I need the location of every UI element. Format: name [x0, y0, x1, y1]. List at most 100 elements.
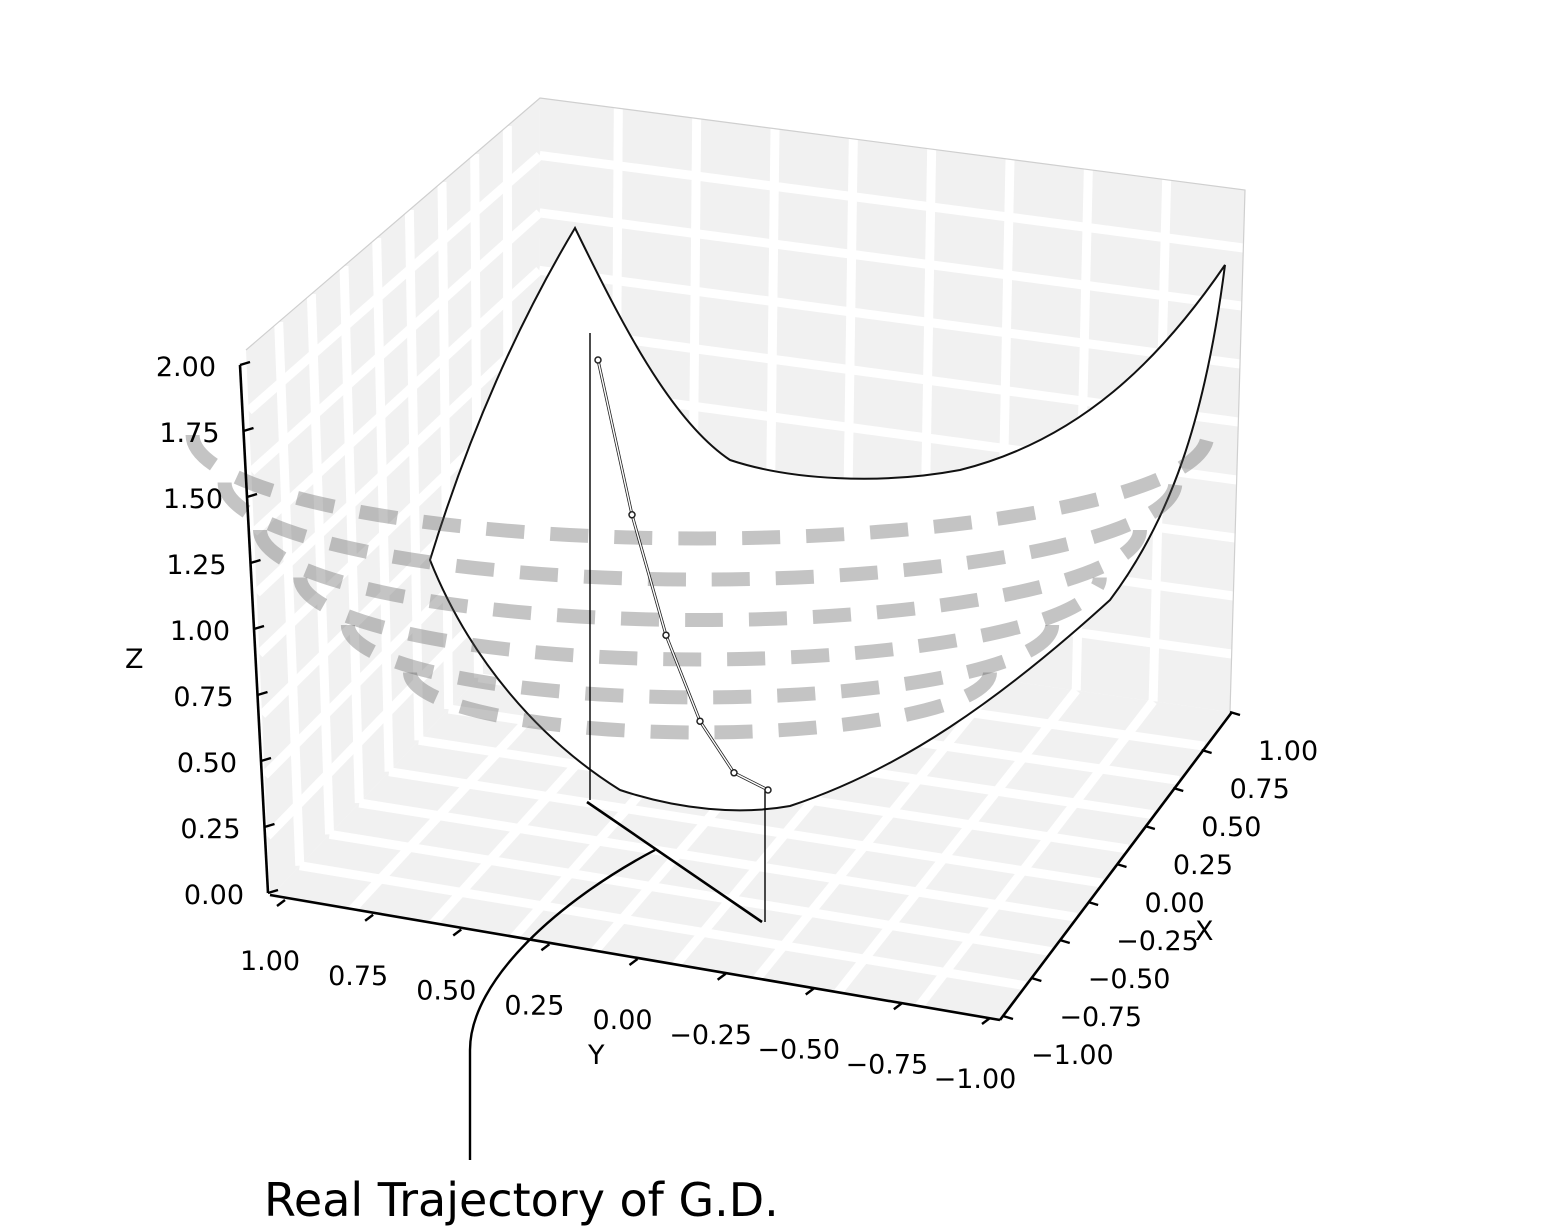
annotation-label: Real Trajectory of G.D.	[264, 1173, 779, 1227]
bowl-surface	[185, 225, 1226, 812]
y-tick-label: 0.25	[504, 990, 564, 1021]
surface-contour-band	[185, 434, 1215, 546]
grid-line	[274, 321, 305, 866]
y-axis-title: Y	[587, 1040, 605, 1071]
z-tick-label: 1.75	[159, 418, 219, 449]
trajectory-point	[696, 717, 704, 725]
y-tick	[628, 958, 639, 966]
y-tick-label: 0.00	[592, 1005, 652, 1036]
grid-line	[253, 324, 543, 597]
z-tick	[253, 624, 265, 631]
y-tick	[981, 1017, 991, 1025]
z-tick-label: 1.50	[163, 484, 223, 515]
x-tick	[1116, 862, 1127, 869]
surface-contour-band	[217, 482, 1183, 587]
x-tick	[1059, 938, 1071, 945]
x-tick	[1172, 786, 1184, 793]
surface-shading	[185, 434, 1215, 740]
grid-line	[404, 209, 424, 741]
y-tick	[540, 943, 551, 952]
y-tick	[716, 972, 727, 981]
z-tick-label: 2.00	[156, 352, 216, 383]
pane-edges	[245, 97, 1246, 713]
y-axis-line	[269, 893, 1001, 1022]
grid-line	[299, 861, 1027, 991]
x-tick-label: 0.25	[1173, 850, 1233, 881]
z-tick	[257, 690, 268, 697]
z-tick	[264, 822, 275, 829]
x-axis-line	[998, 711, 1234, 1021]
z-tick-label: 1.25	[166, 550, 226, 581]
x-tick	[1087, 900, 1099, 907]
z-tick-label: 0.75	[173, 682, 233, 713]
y-tick	[805, 987, 815, 996]
annotation-leader	[468, 848, 656, 1160]
y-tick-label: 1.00	[240, 946, 300, 977]
grid-line	[538, 265, 1241, 369]
z-tick-label: 0.00	[184, 880, 244, 911]
y-tick	[364, 913, 374, 922]
trajectory-point	[594, 356, 602, 364]
x-tick	[1144, 824, 1156, 831]
y-ticks: 1.00 0.75 0.50 0.25 0.00 −0.25 −0.50 −0.75 −1.00	[240, 899, 1017, 1095]
z-ticks: 0.00 0.25 0.50 0.75 1.00 1.25 1.50 1.75 2.00	[156, 352, 279, 911]
grid-line	[245, 152, 543, 415]
axes: 0.00 0.25 0.50 0.75 1.00 1.25 1.50 1.75 2.00 1.0…	[125, 352, 1318, 1095]
y-tick	[276, 899, 286, 907]
x-tick	[1002, 1014, 1014, 1021]
z-tick	[250, 558, 261, 565]
grid-line	[372, 237, 394, 772]
y-tick-label: −0.25	[669, 1020, 752, 1051]
grid-line	[915, 698, 1157, 1010]
x-tick-label: −1.00	[1031, 1040, 1114, 1071]
x-tick-label: −0.50	[1088, 964, 1171, 995]
grid-line	[306, 293, 335, 835]
x-tick-label: 0.00	[1145, 888, 1205, 919]
y-tick-label: −0.75	[846, 1049, 929, 1080]
grid-line	[753, 676, 1003, 982]
grid-line	[328, 829, 1052, 956]
trajectory-floor-projection	[586, 800, 763, 924]
z-tick-label: 0.50	[177, 748, 237, 779]
y-tick-label: 0.50	[416, 976, 476, 1007]
y-tick-label: 0.75	[328, 961, 388, 992]
x-tick	[1031, 976, 1042, 983]
trajectory-highlight	[597, 359, 769, 791]
surface-contour-band	[293, 577, 1107, 667]
grid-line	[388, 767, 1103, 888]
z-tick	[243, 426, 254, 433]
x-tick-label: 0.50	[1201, 812, 1261, 843]
y-tick	[893, 1002, 903, 1011]
x-axis-title: X	[1195, 916, 1214, 947]
grid-line	[437, 181, 454, 710]
left-pane	[246, 98, 540, 897]
x-tick-label: 0.75	[1230, 774, 1290, 805]
trajectory-series	[586, 333, 772, 924]
z-tick	[239, 360, 251, 367]
z-tick-label: 1.00	[170, 616, 230, 647]
x-tick-label: 1.00	[1258, 736, 1318, 767]
z-tick	[246, 492, 258, 499]
grid-line	[834, 687, 1080, 996]
x-tick-label: −0.75	[1059, 1002, 1142, 1033]
z-tick	[267, 888, 279, 895]
surface-body	[428, 225, 1226, 812]
z-tick-label: 0.25	[180, 814, 240, 845]
grid-line	[358, 798, 1078, 922]
y-tick	[452, 928, 462, 937]
trajectory-point	[730, 769, 738, 777]
x-tick	[1201, 748, 1212, 755]
grid-line	[339, 265, 364, 804]
trajectory-point	[628, 511, 636, 519]
y-tick-label: −1.00	[934, 1064, 1017, 1095]
x-tick	[1229, 710, 1241, 717]
grid-line	[250, 267, 543, 536]
trajectory-point	[764, 786, 772, 794]
y-tick-label: −0.50	[757, 1035, 840, 1066]
grid-line	[538, 208, 1243, 311]
grid-line	[539, 150, 1244, 253]
trajectory-annotation: Real Trajectory of G.D.	[264, 848, 779, 1227]
z-tick	[260, 756, 272, 763]
z-axis-title: Z	[125, 644, 144, 675]
